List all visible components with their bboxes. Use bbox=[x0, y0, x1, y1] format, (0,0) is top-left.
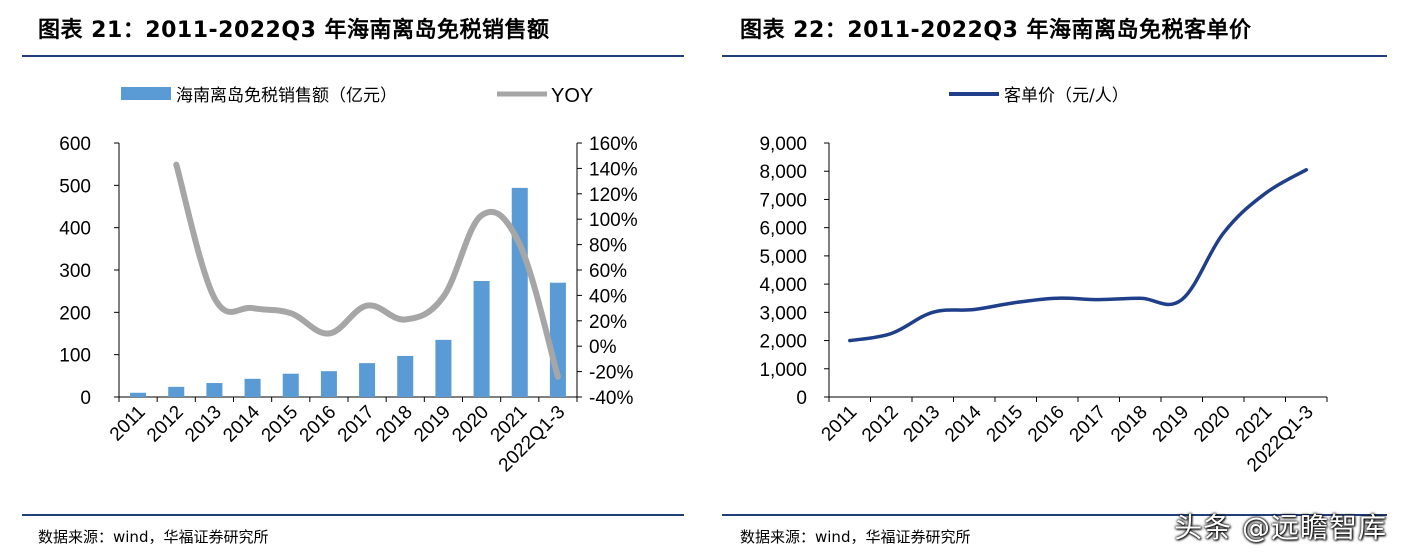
right-y-tick-label: 20% bbox=[589, 312, 627, 333]
left-title-rule bbox=[22, 55, 684, 57]
legend-unit-price-label: 客单价（元/人） bbox=[1004, 86, 1129, 106]
right-y-tick-label: -20% bbox=[589, 363, 633, 384]
left-panel: 图表 21：2011-2022Q3 年海南离岛免税销售额 海南离岛免税销售额（亿… bbox=[0, 0, 690, 560]
legend-yoy-label: YOY bbox=[551, 85, 593, 107]
x-tick-label: 2020 bbox=[448, 402, 493, 447]
sales-bar bbox=[359, 363, 376, 397]
left-y-tick-label: 100 bbox=[59, 346, 91, 367]
y-tick-label: 2,000 bbox=[759, 332, 807, 353]
right-y-tick-label: 60% bbox=[589, 261, 627, 282]
x-tick-label: 2014 bbox=[219, 401, 264, 446]
x-tick-label: 2012 bbox=[858, 402, 903, 447]
x-tick-label: 2012 bbox=[143, 402, 188, 447]
right-title-rule bbox=[722, 55, 1387, 57]
y-tick-label: 7,000 bbox=[759, 190, 807, 211]
right-figure-title: 图表 22：2011-2022Q3 年海南离岛免税客单价 bbox=[740, 18, 1252, 43]
left-y-tick-label: 0 bbox=[80, 388, 91, 409]
unit-price-line bbox=[848, 168, 1309, 343]
x-tick-label: 2015 bbox=[983, 402, 1028, 447]
right-y-tick-label: 100% bbox=[589, 210, 638, 231]
x-tick-label: 2018 bbox=[1107, 402, 1152, 447]
unit-price-chart: 客单价（元/人） 0 1,000 2,000 3,000 4,000 5,000 6,000 7… bbox=[759, 86, 1328, 476]
left-source-note: 数据来源：wind，华福证券研究所 bbox=[38, 528, 269, 546]
x-tick-label: 2016 bbox=[1024, 402, 1069, 447]
y-tick-label: 4,000 bbox=[759, 275, 807, 296]
x-tick-label: 2018 bbox=[372, 402, 417, 447]
right-source-note: 数据来源：wind，华福证券研究所 bbox=[740, 528, 971, 546]
y-tick-label: 8,000 bbox=[759, 162, 807, 183]
x-tick-label: 2017 bbox=[1066, 402, 1111, 447]
sales-bar bbox=[549, 282, 566, 397]
sales-bar bbox=[435, 339, 452, 397]
sales-bar bbox=[397, 355, 414, 397]
left-y-tick-label: 600 bbox=[59, 134, 91, 155]
y-tick-label: 1,000 bbox=[759, 360, 807, 381]
legend-bar-label: 海南离岛免税销售额（亿元） bbox=[176, 86, 397, 106]
sales-bar bbox=[130, 392, 147, 397]
sales-bar bbox=[473, 281, 490, 397]
right-y-tick-label: 160% bbox=[589, 134, 638, 155]
sales-bar bbox=[244, 378, 261, 397]
sales-bar bbox=[206, 383, 223, 397]
left-y-tick-label: 300 bbox=[59, 261, 91, 282]
right-y-tick-label: 120% bbox=[589, 185, 638, 206]
legend-bar-swatch bbox=[121, 87, 171, 100]
right-source-rule bbox=[722, 514, 1387, 516]
left-y-tick-label: 500 bbox=[59, 176, 91, 197]
x-tick-label: 2013 bbox=[900, 402, 945, 447]
right-y-tick-label: 40% bbox=[589, 286, 627, 307]
x-tick-label: 2011 bbox=[818, 402, 862, 446]
sales-chart: 海南离岛免税销售额（亿元） YOY 0 100 200 300 400 500 600 -40% -… bbox=[59, 85, 638, 476]
left-source-rule bbox=[22, 514, 684, 516]
x-tick-label: 2011 bbox=[106, 402, 150, 446]
sales-bar bbox=[511, 187, 528, 397]
y-tick-label: 5,000 bbox=[759, 247, 807, 268]
x-tick-label: 2014 bbox=[941, 401, 986, 446]
x-tick-label: 2013 bbox=[181, 402, 226, 447]
y-tick-label: 3,000 bbox=[759, 303, 807, 324]
left-y-tick-label: 200 bbox=[59, 303, 91, 324]
x-tick-label: 2020 bbox=[1190, 402, 1235, 447]
sales-bar bbox=[320, 371, 337, 397]
right-y-tick-label: -40% bbox=[589, 388, 633, 409]
sales-bar bbox=[282, 373, 299, 397]
y-tick-label: 9,000 bbox=[759, 134, 807, 155]
x-tick-label: 2019 bbox=[410, 402, 455, 447]
x-tick-label: 2019 bbox=[1149, 402, 1194, 447]
right-y-tick-label: 0% bbox=[589, 337, 617, 358]
y-tick-label: 6,000 bbox=[759, 219, 807, 240]
x-tick-label: 2017 bbox=[334, 402, 379, 447]
sales-bar bbox=[168, 386, 185, 397]
left-y-tick-label: 400 bbox=[59, 219, 91, 240]
right-y-tick-label: 140% bbox=[589, 159, 638, 180]
y-tick-label: 0 bbox=[796, 388, 807, 409]
right-y-tick-label: 80% bbox=[589, 236, 627, 257]
watermark: 头条 @远瞻智库 bbox=[1174, 511, 1387, 544]
x-tick-label: 2015 bbox=[258, 402, 303, 447]
yoy-line bbox=[173, 161, 561, 380]
left-figure-title: 图表 21：2011-2022Q3 年海南离岛免税销售额 bbox=[38, 18, 550, 43]
x-tick-label: 2016 bbox=[296, 402, 341, 447]
right-panel: 图表 22：2011-2022Q3 年海南离岛免税客单价 客单价（元/人） 0 1,… bbox=[720, 0, 1409, 560]
